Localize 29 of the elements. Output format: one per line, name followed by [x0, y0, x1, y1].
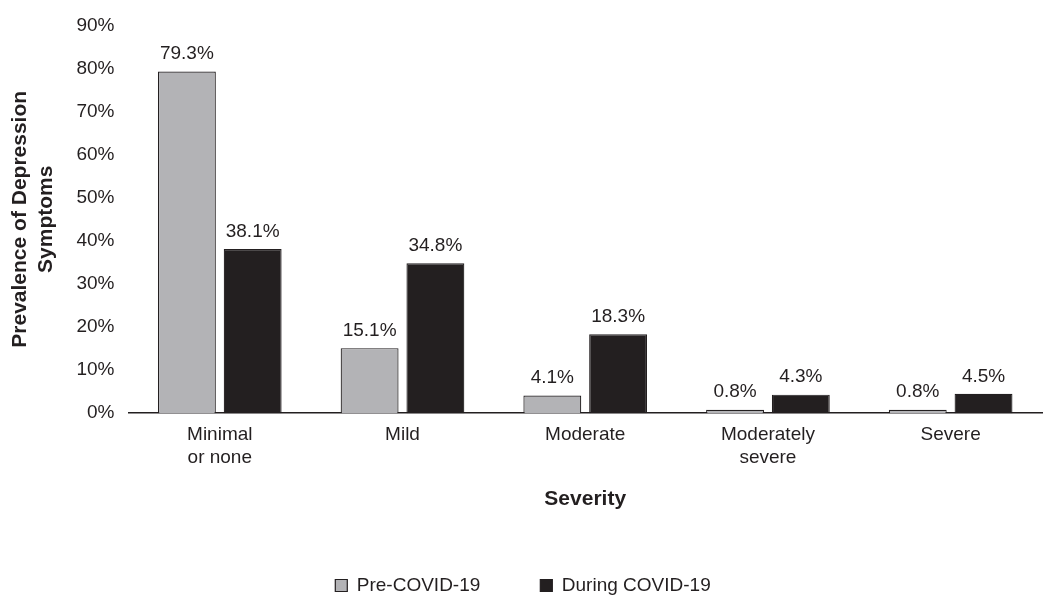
- y-tick-label: 60%: [76, 142, 115, 164]
- x-tick-label: Mild: [385, 422, 420, 444]
- data-label: 34.8%: [408, 233, 463, 255]
- y-tick-label: 20%: [76, 315, 115, 337]
- x-tick-label: Minimal or none: [187, 422, 253, 467]
- x-tick-label: Moderate: [545, 422, 626, 444]
- y-tick-label: 70%: [76, 99, 115, 121]
- y-axis-title: Prevalence of Depression Symptoms: [7, 90, 56, 348]
- data-label: 15.1%: [342, 318, 397, 340]
- y-tick-label: 50%: [76, 185, 115, 207]
- data-label: 38.1%: [225, 219, 280, 241]
- y-tick-label: 90%: [76, 13, 115, 35]
- y-tick-label: 0%: [86, 401, 115, 423]
- data-label: 0.8%: [713, 380, 757, 402]
- y-tick-label: 30%: [76, 272, 115, 294]
- y-tick-label: 10%: [76, 358, 115, 380]
- data-label: 4.1%: [530, 366, 575, 388]
- y-tick-label: 40%: [76, 229, 115, 251]
- legend-label: During COVID-19: [561, 573, 711, 595]
- data-label: 4.5%: [961, 364, 1006, 386]
- x-tick-label: Moderately severe: [720, 422, 816, 467]
- x-tick-label: Severe: [920, 422, 981, 444]
- x-axis-title: Severity: [544, 486, 627, 510]
- legend-label: Pre-COVID-19: [356, 573, 481, 595]
- data-label: 79.3%: [159, 42, 214, 64]
- data-label: 0.8%: [896, 380, 940, 402]
- y-tick-label: 80%: [76, 56, 115, 78]
- data-label: 18.3%: [591, 305, 646, 327]
- data-label: 4.3%: [779, 365, 823, 387]
